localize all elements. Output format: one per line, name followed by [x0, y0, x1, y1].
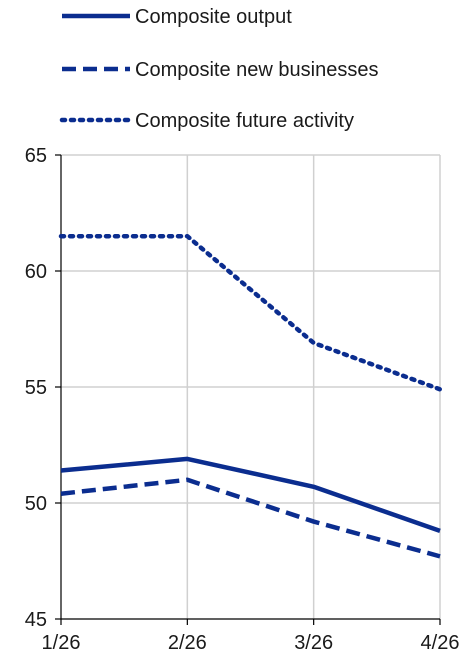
- legend-label-3: Composite future activity: [135, 110, 354, 132]
- y-tick-label-55: 55: [25, 377, 47, 399]
- x-tick-label-3: 3/26: [294, 632, 333, 654]
- y-tick-label-65: 65: [25, 145, 47, 167]
- series-line-1: [60, 456, 441, 533]
- x-tick-label-1: 1/26: [42, 632, 81, 654]
- y-tick-label-45: 45: [25, 609, 47, 631]
- y-tick-label-50: 50: [25, 493, 47, 515]
- series-group: [58, 233, 443, 559]
- legend: Composite output Composite new businesses…: [59, 6, 378, 132]
- legend-label-2: Composite new businesses: [135, 59, 378, 81]
- x-tick-label-2: 2/26: [168, 632, 207, 654]
- y-tick-label-60: 60: [25, 261, 47, 283]
- grid: [61, 154, 441, 619]
- series-line-2: [60, 477, 441, 559]
- tick-labels: 45 50 55 60 65 1/26 2/26 3/26 4/26: [25, 145, 460, 654]
- series-line-3: [58, 233, 443, 392]
- x-tick-label-4: 4/26: [421, 632, 460, 654]
- legend-label-1: Composite output: [135, 6, 292, 28]
- axes: [55, 154, 441, 625]
